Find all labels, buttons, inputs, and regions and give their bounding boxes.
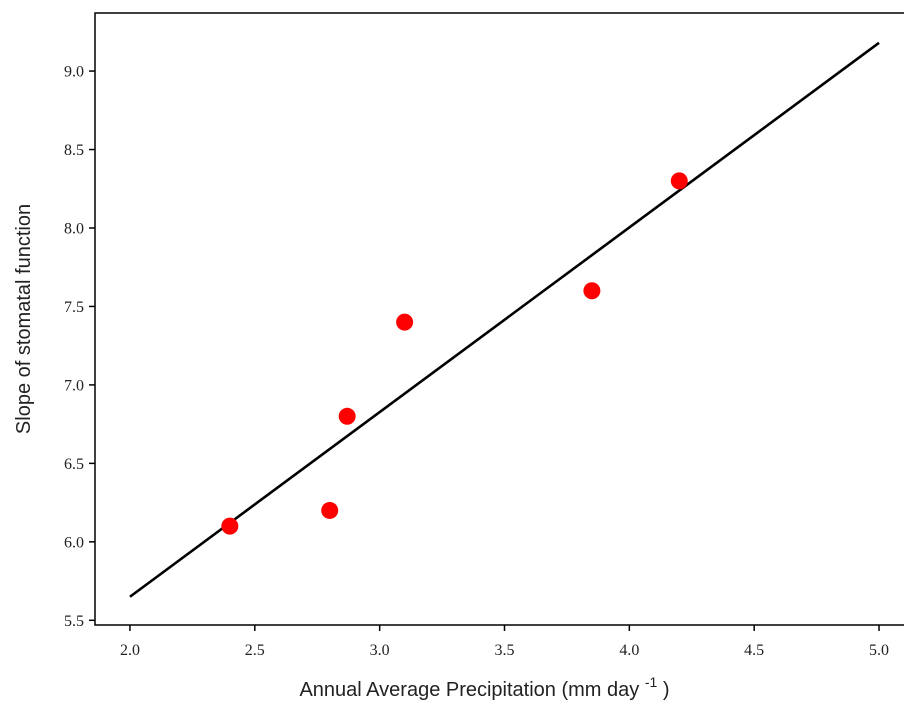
- y-axis-title: Slope of stomatal function: [13, 204, 35, 434]
- y-tick-label: 9.0: [64, 64, 84, 81]
- data-point: [221, 517, 239, 535]
- x-tick-label: 4.0: [619, 642, 639, 659]
- y-tick-label: 5.5: [64, 613, 84, 630]
- x-tick-label: 2.0: [120, 642, 140, 659]
- y-tick-label: 6.0: [64, 534, 84, 551]
- y-tick-label: 6.5: [64, 456, 84, 473]
- y-axis: 5.5 6.0 6.5 7.0 7.5 8.0 8.5 9.0: [64, 64, 95, 630]
- plot-area: [94, 12, 904, 626]
- data-point: [338, 407, 356, 425]
- x-tick-label: 3.5: [494, 642, 514, 659]
- y-tick-label: 7.5: [64, 299, 84, 316]
- data-point: [396, 313, 414, 331]
- x-axis-title-main: Annual Average Precipitation (mm day: [299, 679, 639, 701]
- y-tick-label: 7.0: [64, 377, 84, 394]
- y-tick-label: 8.5: [64, 142, 84, 159]
- fit-line-layer: [129, 41, 880, 598]
- y-tick-label: 8.0: [64, 220, 84, 237]
- x-tick-label: 2.5: [245, 642, 265, 659]
- x-axis-title-superscript: -1: [645, 674, 658, 690]
- x-tick-label: 4.5: [744, 642, 764, 659]
- data-point: [321, 501, 339, 519]
- x-axis-title-suffix: ): [663, 679, 670, 701]
- axis-frame: [94, 12, 904, 626]
- x-axis-title: Annual Average Precipitation (mm day -1 …: [299, 670, 669, 701]
- x-tick-label: 3.0: [370, 642, 390, 659]
- x-axis: 2.0 2.5 3.0 3.5 4.0 4.5 5.0: [120, 625, 889, 659]
- regression-line: [129, 41, 880, 598]
- data-point: [583, 282, 601, 300]
- data-points-layer: [221, 172, 688, 535]
- data-point: [670, 172, 688, 190]
- x-tick-label: 5.0: [869, 642, 889, 659]
